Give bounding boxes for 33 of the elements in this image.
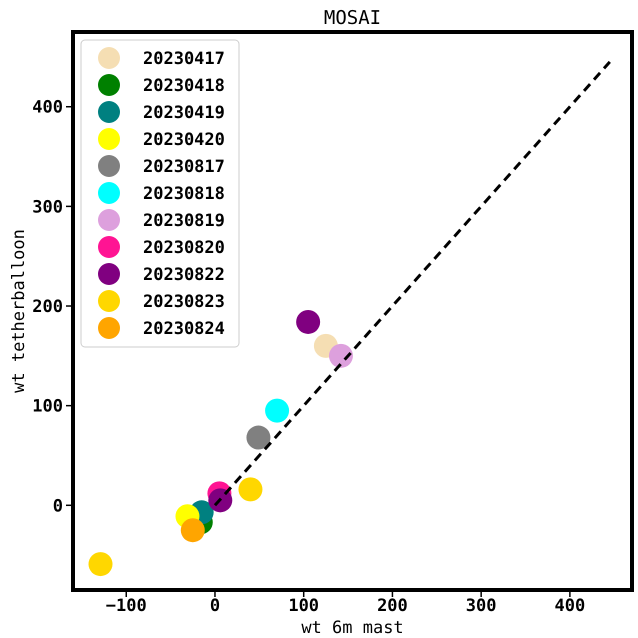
legend-label: 20230418 — [143, 76, 225, 96]
legend-label: 20230823 — [143, 292, 225, 312]
legend-label: 20230817 — [143, 156, 225, 177]
legend-label: 20230419 — [143, 102, 225, 123]
legend-label: 20230820 — [143, 238, 225, 258]
legend-label: 20230824 — [143, 318, 225, 339]
x-axis-title: wt 6m mast — [301, 618, 404, 638]
x-tick-label: 0 — [210, 596, 220, 616]
legend-label: 20230420 — [143, 130, 225, 150]
point — [265, 398, 290, 423]
x-tick-label: 300 — [466, 596, 497, 616]
chart-title: MOSAI — [324, 7, 382, 29]
legend-label: 20230818 — [143, 184, 225, 204]
point — [180, 518, 205, 542]
y-tick-label: 200 — [32, 296, 63, 317]
point — [296, 310, 320, 334]
x-tick-label: −100 — [106, 596, 147, 616]
point — [88, 552, 113, 576]
legend-label: 20230822 — [143, 264, 225, 285]
x-tick-label: 400 — [554, 596, 586, 616]
y-tick-label: 100 — [32, 396, 63, 417]
y-axis-title: wt tetherballoon — [9, 229, 29, 393]
point — [246, 426, 270, 450]
x-tick-label: 200 — [377, 596, 408, 616]
y-tick-label: 300 — [32, 197, 63, 218]
y-tick-label: 400 — [32, 98, 63, 118]
point — [328, 344, 353, 368]
x-tick-label: 100 — [288, 596, 320, 616]
y-tick-label: 0 — [52, 496, 63, 516]
point — [208, 488, 232, 512]
point — [238, 477, 262, 502]
legend-label: 20230819 — [143, 210, 225, 231]
legend-label: 20230417 — [143, 48, 225, 69]
